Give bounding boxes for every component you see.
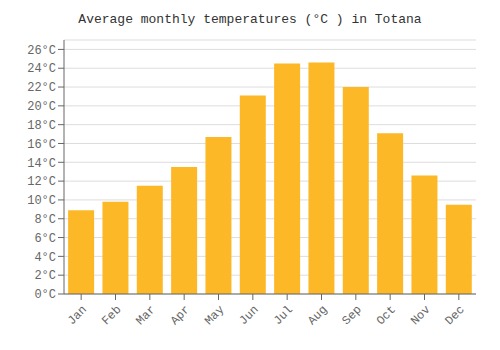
svg-text:10°C: 10°C [27,194,56,208]
svg-text:Nov: Nov [408,303,433,328]
svg-text:12°C: 12°C [27,175,56,189]
svg-text:8°C: 8°C [34,213,56,227]
svg-text:22°C: 22°C [27,81,56,95]
svg-text:Sep: Sep [340,303,365,328]
svg-text:Aug: Aug [305,303,330,328]
svg-text:16°C: 16°C [27,138,56,152]
svg-text:Jan: Jan [65,303,90,328]
svg-text:14°C: 14°C [27,157,56,171]
svg-text:0°C: 0°C [34,288,56,302]
svg-text:May: May [202,303,227,328]
svg-text:18°C: 18°C [27,119,56,133]
svg-text:Apr: Apr [168,303,193,328]
svg-text:2°C: 2°C [34,269,56,283]
svg-text:Feb: Feb [99,303,124,328]
svg-text:Oct: Oct [374,303,399,328]
svg-text:Mar: Mar [134,303,159,328]
svg-text:20°C: 20°C [27,100,56,114]
svg-text:6°C: 6°C [34,232,56,246]
svg-text:Dec: Dec [443,303,468,328]
svg-text:Jul: Jul [271,303,296,328]
svg-text:24°C: 24°C [27,62,56,76]
svg-text:4°C: 4°C [34,251,56,265]
html-text:Average monthly temperatures (: Average monthly temperatures (°C ) in To… [78,12,422,27]
svg-text:Jun: Jun [237,303,262,328]
svg-text:26°C: 26°C [27,44,56,58]
